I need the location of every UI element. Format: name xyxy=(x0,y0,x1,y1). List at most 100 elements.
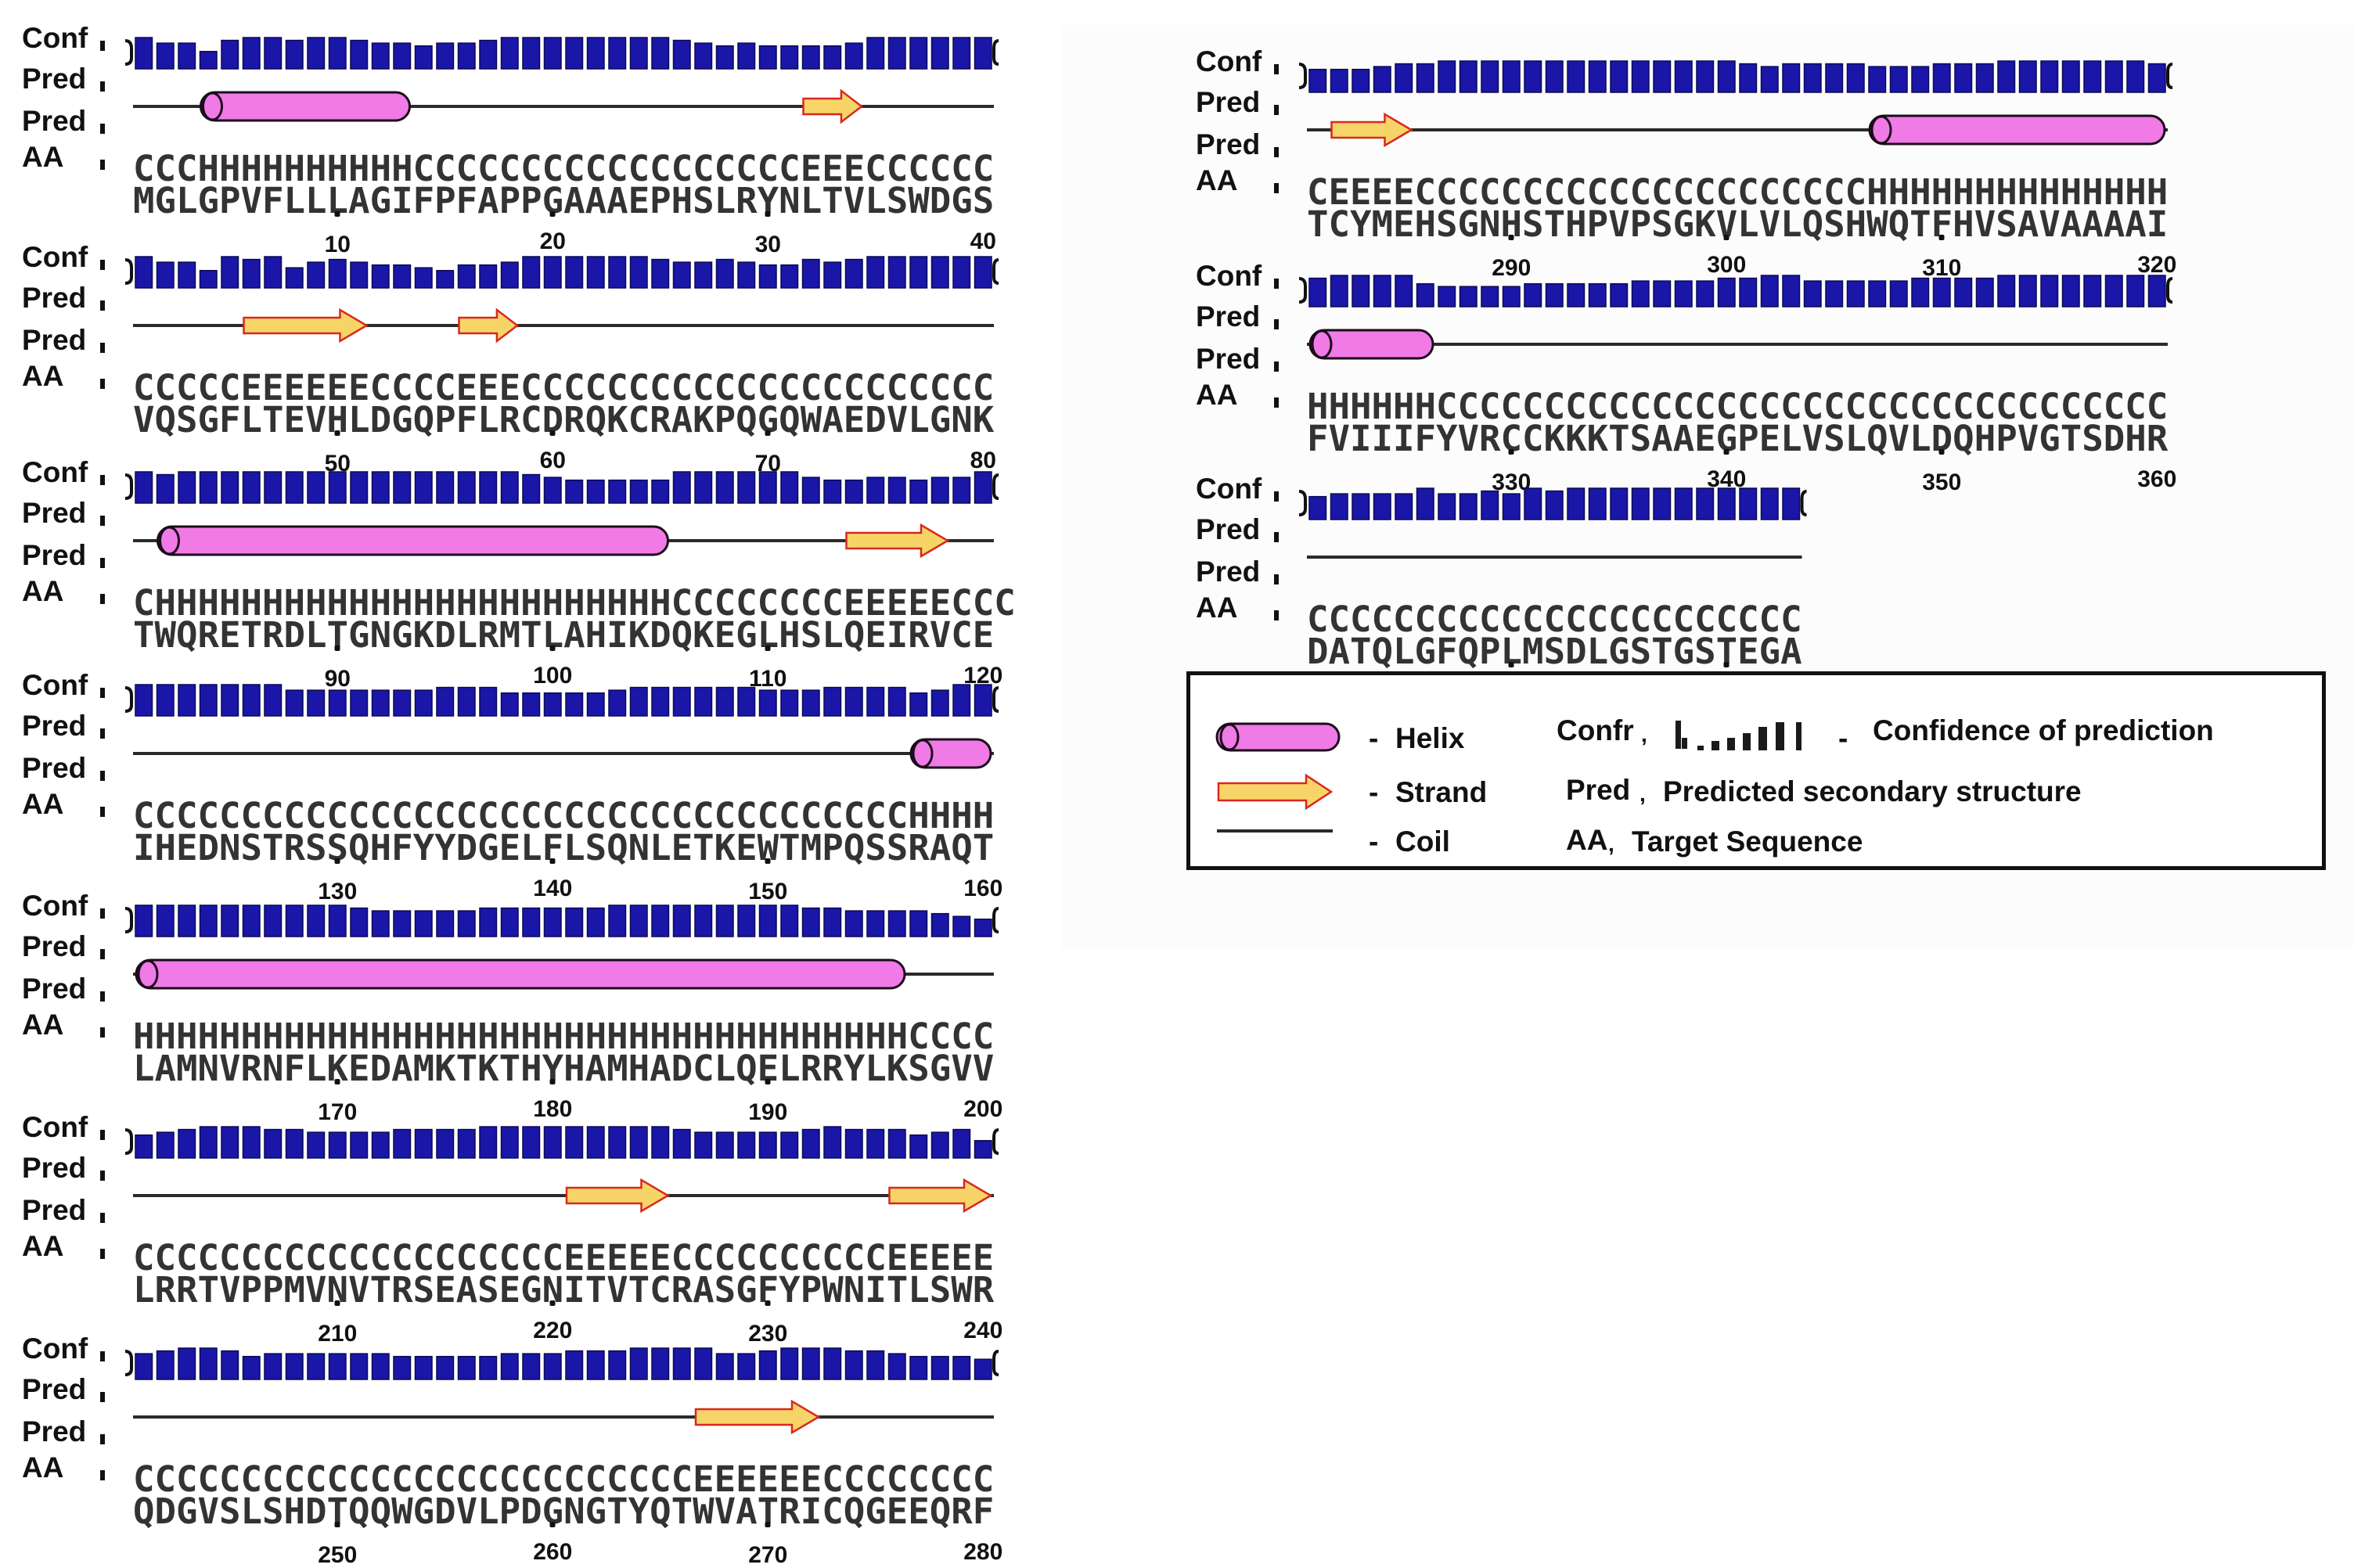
confidence-bar xyxy=(1502,493,1521,520)
tick-dot xyxy=(1938,449,1945,455)
confidence-bar xyxy=(242,904,261,937)
strand-segment xyxy=(888,1178,993,1214)
confidence-bar xyxy=(1438,60,1456,93)
tick-dot xyxy=(1508,662,1514,667)
confidence-bar xyxy=(1696,487,1715,520)
coil-legend-icon xyxy=(1217,829,1333,833)
confidence-bar xyxy=(1932,277,1951,307)
predicted-structure-string: CCCCCEEEEEECCCCEEECCCCCCCCCCCCCCCCCCCCCC xyxy=(133,367,995,408)
confidence-bars xyxy=(124,904,999,937)
row-label-tick xyxy=(100,516,105,526)
confidence-bar xyxy=(1631,487,1650,520)
confidence-bar xyxy=(823,1347,842,1380)
confidence-bar xyxy=(909,1134,928,1159)
confidence-bar xyxy=(866,910,885,937)
position-number: 270 xyxy=(748,1542,788,1568)
confidence-bar xyxy=(629,1347,648,1380)
confidence-bar xyxy=(1395,493,1413,520)
confidence-bar xyxy=(264,256,283,289)
confidence-bar xyxy=(1846,63,1865,93)
row-label-pred: Pred xyxy=(1196,86,1261,118)
confidence-bar xyxy=(608,1126,627,1159)
confidence-bar xyxy=(952,256,971,289)
confidence-bar xyxy=(285,39,304,70)
confidence-bars xyxy=(124,1126,999,1159)
confidence-bar xyxy=(543,256,562,289)
confidence-bracket-close xyxy=(992,1350,999,1376)
confidence-bar xyxy=(1567,60,1586,93)
confidence-bar xyxy=(1610,487,1629,520)
confidence-bar xyxy=(1932,63,1951,93)
position-number: 130 xyxy=(318,879,358,904)
confidence-bar xyxy=(264,904,283,937)
confidence-bar xyxy=(350,39,369,70)
predicted-structure-string: CCCCCCCCCCCCCCCCCCCCCCCCCCEEEEEECCCCCCCC xyxy=(133,1458,995,1500)
confidence-bar xyxy=(694,471,713,504)
tick-dot xyxy=(549,211,556,217)
confidence-bar xyxy=(307,37,326,70)
confidence-bar xyxy=(328,37,347,70)
confidence-bar xyxy=(500,471,519,504)
secondary-structure-track xyxy=(133,1399,994,1435)
confidence-bar xyxy=(651,37,670,70)
row-label-pred: Pred xyxy=(22,1152,87,1184)
row-label-conf: Conf xyxy=(1196,260,1262,292)
row-label-conf: Conf xyxy=(22,890,88,922)
row-label-tick xyxy=(1274,64,1279,74)
confidence-bar xyxy=(156,1131,175,1159)
confidence-bar xyxy=(1459,286,1478,307)
confidence-bar xyxy=(1825,63,1844,93)
tick-dot xyxy=(765,211,771,217)
row-label-tick xyxy=(100,1171,105,1181)
tick-dot xyxy=(1508,235,1514,240)
confidence-bar xyxy=(199,471,218,504)
tick-dot xyxy=(765,646,771,651)
row-label-tick xyxy=(100,379,105,389)
predicted-structure-string: CCCCCCCCCCCCCCCCCCCCCCCCCCCCCCCCCCCCHHHH xyxy=(133,795,995,836)
confidence-bar xyxy=(1438,493,1456,520)
row-label-tick xyxy=(100,771,105,781)
confidence-bar xyxy=(758,689,777,717)
confidence-bar xyxy=(328,471,347,504)
confidence-bar xyxy=(1567,282,1586,307)
confidence-bars xyxy=(124,1347,999,1380)
confidence-bar xyxy=(393,471,412,504)
prediction-block: Conf Pred Pred AA CCCCCCCCCCCCCCCCCCCCEEEEEC… xyxy=(22,1111,1017,1346)
row-label-tick xyxy=(1274,279,1279,289)
confidence-bar xyxy=(371,264,390,289)
confidence-bar xyxy=(1352,493,1370,520)
confidence-bar xyxy=(2061,60,2080,93)
row-label-tick xyxy=(100,1392,105,1402)
tick-dot xyxy=(765,858,771,864)
confidence-bar xyxy=(715,471,734,504)
confidence-bar xyxy=(974,37,992,70)
confidence-bar xyxy=(436,910,455,937)
confidence-bar xyxy=(350,261,369,289)
position-number: 40 xyxy=(970,228,996,254)
confidence-bar xyxy=(543,37,562,70)
confidence-bar xyxy=(629,904,648,937)
confidence-bar xyxy=(715,45,734,70)
confidence-bar xyxy=(608,479,627,504)
confidence-bar xyxy=(1911,66,1930,93)
tick-dot xyxy=(765,430,771,436)
confidence-bar xyxy=(436,471,455,504)
confidence-bar xyxy=(1911,277,1930,307)
confidence-bar xyxy=(1330,493,1348,520)
confidence-bar xyxy=(1308,277,1327,307)
amino-acid-sequence: LRRTVPPMVNVTRSEASEGNITVTCRASGFYPWNITLSWR xyxy=(133,1269,995,1311)
position-number: 60 xyxy=(539,448,566,473)
confidence-bar xyxy=(586,37,605,70)
tick-dot xyxy=(334,211,340,217)
confidence-bar xyxy=(758,45,777,70)
confidence-bar xyxy=(1395,275,1413,307)
confidence-bar xyxy=(823,1126,842,1159)
confidence-bar xyxy=(543,907,562,937)
confidence-bar xyxy=(930,37,949,70)
confidence-bar xyxy=(242,258,261,289)
row-label-pred: Pred xyxy=(22,930,87,962)
amino-acid-sequence: MGLGPVFLLLAGIFPFAPPGAAAEPHSLRYNLTVLSWDGS xyxy=(133,180,995,221)
confidence-bar xyxy=(672,1128,691,1159)
confidence-bar xyxy=(1545,490,1564,520)
confidence-bar xyxy=(1481,490,1499,520)
